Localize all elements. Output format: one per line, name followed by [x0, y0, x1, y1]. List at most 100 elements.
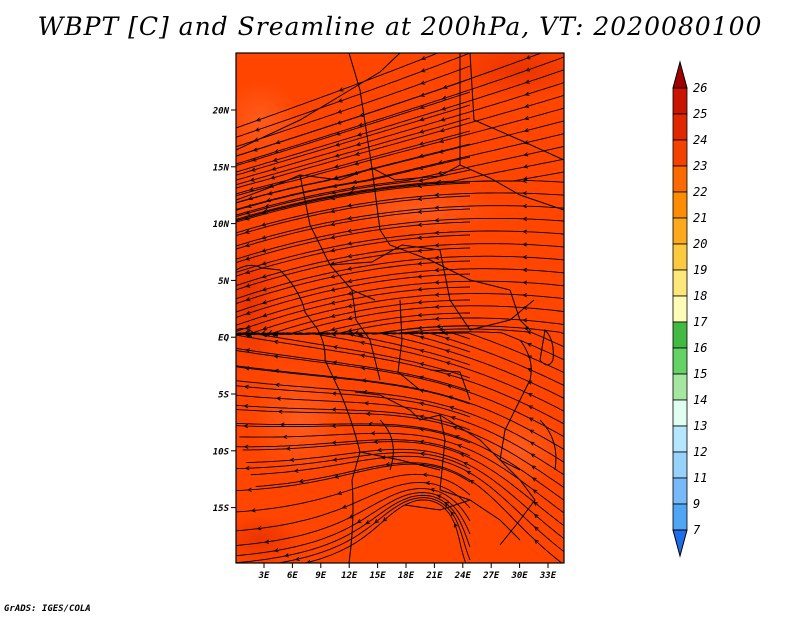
streamline-arrow	[361, 378, 367, 383]
streamline-arrow	[279, 422, 285, 427]
streamline-arrow	[523, 116, 529, 121]
streamline-arrow	[270, 175, 276, 180]
streamline-arrow	[532, 489, 538, 494]
streamline-arrow	[384, 462, 390, 467]
streamline-arrow	[359, 340, 365, 346]
streamline	[236, 280, 564, 326]
grads-credit: GrADS: IGES/COLA	[4, 604, 91, 614]
streamline-arrow	[359, 332, 365, 337]
streamline	[236, 366, 471, 405]
streamline-arrow	[419, 362, 425, 367]
streamline-arrow	[330, 300, 336, 305]
streamline-arrow	[527, 405, 533, 410]
streamline-arrow	[522, 280, 528, 285]
streamline-arrow	[249, 177, 255, 182]
streamline-arrow	[418, 178, 424, 183]
streamline-arrow	[419, 451, 425, 456]
streamline-arrow	[422, 472, 428, 477]
streamline-arrow	[337, 98, 343, 103]
lon-tick-label: 6E	[287, 571, 298, 581]
streamline-arrow	[365, 520, 371, 525]
streamline-arrow	[331, 190, 337, 195]
streamline-arrow	[275, 396, 281, 401]
streamline-arrow	[264, 539, 270, 544]
streamline	[236, 130, 471, 195]
colorbar-swatch	[672, 243, 688, 271]
streamline	[236, 380, 564, 463]
streamline-arrow	[374, 519, 379, 524]
map-frame	[235, 52, 565, 564]
streamline-arrow	[332, 183, 338, 189]
streamline	[236, 180, 564, 222]
streamline-arrow	[357, 122, 363, 127]
streamline-arrow	[330, 287, 336, 292]
streamline-arrow	[329, 209, 336, 214]
streamline-arrow	[530, 453, 536, 458]
streamline-arrow	[522, 242, 527, 247]
streamline-arrow	[419, 92, 425, 97]
streamline-arrow	[417, 300, 422, 305]
colorbar: 26 25 24 23 22 21 20 19 18 17 16 15 14 13 12 11 9 7	[672, 60, 708, 558]
colorbar-swatch	[672, 425, 688, 453]
streamline-arrow	[261, 300, 267, 305]
streamline	[236, 332, 564, 399]
streamline	[236, 347, 471, 392]
streamline	[236, 332, 564, 374]
streamline	[236, 143, 471, 204]
colorbar-swatch	[672, 113, 688, 141]
streamline-arrow	[294, 556, 300, 561]
streamline-arrow	[527, 393, 533, 397]
streamline-arrow	[418, 414, 424, 419]
streamline-arrow	[243, 444, 249, 449]
streamline-arrow	[441, 95, 447, 100]
streamline-arrow	[434, 230, 440, 235]
lon-tick-label: 27E	[482, 571, 500, 581]
streamline-arrow	[444, 349, 450, 354]
streamline	[236, 82, 564, 181]
lon-tick-label: 12E	[341, 571, 358, 581]
streamline-arrow	[289, 457, 295, 463]
streamline-arrow	[457, 444, 463, 449]
streamline-arrow	[273, 354, 279, 359]
streamline-arrow	[524, 79, 530, 84]
streamline-arrow	[265, 197, 271, 203]
streamline-arrow	[356, 132, 362, 137]
lon-tick-label: 18E	[398, 571, 415, 581]
streamline	[236, 350, 564, 438]
streamline-arrow	[252, 147, 258, 152]
streamline	[236, 332, 564, 412]
colorbar-label: 25	[693, 107, 707, 121]
streamline-arrow	[298, 478, 304, 484]
streamline-arrow	[354, 151, 360, 156]
streamline-arrow	[417, 209, 423, 215]
streamline-arrow	[376, 447, 382, 453]
streamline-arrow	[255, 117, 261, 122]
streamline-arrow	[438, 327, 444, 332]
colorbar-swatch	[672, 373, 688, 401]
streamline	[236, 230, 564, 273]
streamline	[468, 596, 471, 599]
streamline-arrow	[254, 127, 260, 132]
streamline-arrow	[360, 366, 366, 371]
streamline	[236, 94, 564, 189]
streamline-arrow	[346, 266, 352, 271]
streamline-arrow	[418, 129, 425, 134]
streamline	[236, 452, 471, 470]
streamline-arrow	[434, 218, 440, 223]
streamline	[255, 462, 563, 563]
streamline-arrow	[420, 56, 426, 61]
colorbar-swatch	[672, 217, 688, 245]
streamline-arrow	[533, 513, 539, 519]
streamline-arrow	[434, 304, 440, 309]
colorbar-swatch	[672, 87, 688, 115]
streamline-arrow	[335, 131, 341, 136]
streamline-arrow	[522, 318, 528, 323]
streamline	[236, 117, 471, 186]
streamline	[236, 221, 471, 264]
streamline-arrow	[434, 280, 440, 285]
colorbar-label: 13	[693, 419, 707, 433]
streamline-arrow	[418, 401, 424, 406]
streamline-arrow	[262, 313, 267, 318]
streamline-arrow	[440, 117, 446, 122]
streamline-arrow	[522, 229, 527, 234]
